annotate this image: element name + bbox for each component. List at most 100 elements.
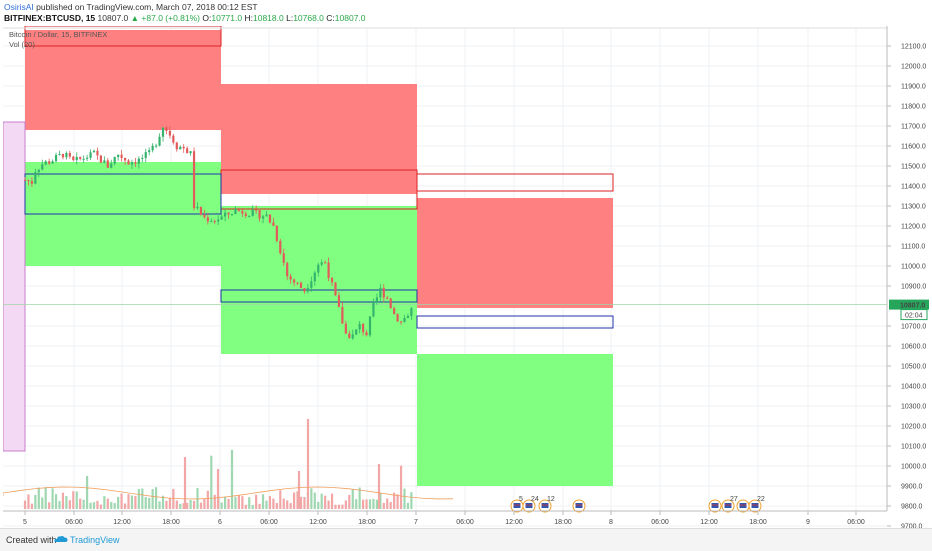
candle-body: [37, 169, 40, 173]
volume-bar: [23, 500, 27, 509]
candle-body: [96, 150, 99, 156]
volume-bar: [168, 497, 171, 509]
volume-bar: [30, 503, 33, 509]
volume-bar: [227, 498, 230, 509]
volume-bar: [293, 492, 296, 509]
volume-bar: [334, 504, 337, 509]
candle-body: [23, 180, 27, 181]
candle-body: [158, 136, 161, 146]
price-axis[interactable]: 12100.0 12000.0 11900.0 11800.0 11700.0 11600…: [887, 44, 929, 529]
candle-body: [103, 160, 106, 163]
volume-bar: [344, 500, 347, 509]
created-with-text: Created with: [6, 535, 57, 545]
time-tick-label: 06:00: [65, 519, 83, 526]
footer-bar: Created with TradingView: [0, 528, 932, 551]
volume-bar: [110, 502, 113, 509]
candle-body: [355, 329, 358, 335]
volume-bar: [282, 498, 285, 509]
volume-bar: [410, 492, 413, 509]
candle-body: [34, 172, 37, 184]
volume-bar: [61, 492, 65, 509]
candle-body: [127, 160, 130, 165]
supply-zone: [25, 30, 221, 130]
volume-bar: [41, 497, 44, 509]
price-tick-label: 9700.0: [901, 524, 923, 529]
candle-body: [113, 157, 116, 164]
volume-bar: [144, 497, 147, 509]
volume-bar: [220, 502, 223, 509]
volume-bar: [192, 500, 196, 509]
volume-bar: [96, 500, 99, 509]
countdown-tag: [900, 309, 928, 321]
candle-body: [230, 214, 234, 216]
candle-body: [196, 206, 199, 209]
candle-body: [289, 276, 292, 280]
volume-bar: [244, 504, 247, 509]
candle-body: [54, 154, 58, 162]
candle-body: [341, 307, 344, 324]
candle-body: [27, 180, 30, 182]
time-tick-label: 18:00: [162, 519, 180, 526]
volume-bar: [389, 501, 392, 509]
candle-body: [268, 214, 272, 223]
volume-bar: [120, 493, 123, 509]
candle-body: [337, 295, 341, 308]
candle-body: [134, 162, 137, 164]
author-link[interactable]: OsirisAI: [4, 2, 34, 12]
published-text: published on TradingView.com, March 07, …: [36, 2, 258, 12]
volume-bar: [362, 499, 365, 509]
volume-bar: [306, 419, 310, 509]
candle-body: [265, 214, 268, 217]
candle-body: [313, 272, 316, 282]
candle-body: [123, 157, 127, 161]
candle-body: [148, 150, 151, 153]
volume-bar: [68, 500, 71, 509]
candle-body: [41, 164, 44, 170]
price-tick-label: 11500.0: [901, 164, 926, 171]
time-tick-label: 18:00: [554, 519, 572, 526]
range-box: [416, 315, 614, 329]
candle-body: [79, 156, 82, 159]
time-axis[interactable]: 5 06:00 12:00 18:00 6 06:00 12:00 18:00 7 06:00 12…: [23, 511, 865, 526]
volume-bar: [106, 498, 109, 509]
time-tick-label: 12:00: [505, 519, 523, 526]
candle-body: [303, 288, 306, 292]
volume-bar: [337, 504, 341, 509]
event-count-label: 24: [531, 496, 539, 503]
volume-bar: [75, 491, 78, 509]
flag-icon: [525, 503, 533, 508]
tradingview-link[interactable]: TradingView: [70, 535, 120, 545]
candle-body: [75, 156, 78, 161]
candle-body: [213, 221, 216, 223]
volume-bar: [183, 457, 187, 509]
price-chart[interactable]: 5 24 12 27 22 12100.0 12000.0 11900.0 11800.0 11…: [3, 26, 932, 528]
supply-outline-box: [416, 173, 614, 192]
price-tick-label: 9800.0: [901, 504, 923, 511]
time-tick-label: 6: [218, 519, 222, 526]
candles-layer: [23, 126, 413, 340]
volume-bar: [206, 490, 209, 509]
candle-body: [144, 152, 147, 159]
high-value: 10818.0: [252, 13, 284, 23]
volume-bar: [72, 491, 75, 509]
volume-bar: [258, 503, 261, 509]
volume-bar: [199, 502, 203, 509]
volume-bar: [275, 502, 278, 509]
flag-icon: [751, 503, 759, 508]
open-value: 10771.0: [211, 13, 243, 23]
price-tick-label: 11200.0: [901, 224, 926, 231]
volume-bar: [165, 500, 168, 509]
volume-bar: [286, 500, 289, 509]
candle-body: [44, 161, 47, 165]
range-box: [220, 289, 418, 303]
volume-bar: [141, 488, 144, 509]
volume-bar: [175, 500, 178, 509]
chart-legend-volume: Vol (20): [9, 40, 35, 49]
price-tick-label: 11700.0: [901, 124, 926, 131]
flag-icon: [513, 503, 521, 508]
supply-outline-box: [24, 26, 222, 47]
volume-bar: [317, 501, 320, 509]
volume-bar: [272, 498, 275, 509]
candle-body: [192, 151, 196, 209]
volume-bar: [151, 489, 154, 509]
